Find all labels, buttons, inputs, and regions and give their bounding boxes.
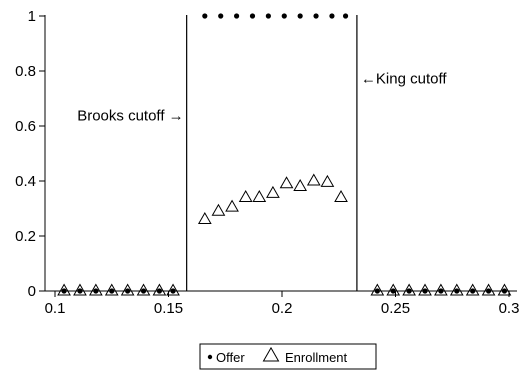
x-tick-label: 0.3 xyxy=(499,300,520,317)
enrollment-point xyxy=(266,185,280,198)
enrollment-point xyxy=(386,283,401,296)
enrollment-point xyxy=(197,212,212,224)
enrollment-point xyxy=(402,283,416,296)
enrollment-point xyxy=(104,283,119,296)
enrollment-point xyxy=(306,173,321,186)
offer-point xyxy=(297,13,303,19)
enrollment-point xyxy=(293,179,308,191)
enrollment-point xyxy=(225,199,239,212)
cutoff-label-brooks: Brooks cutoff → xyxy=(77,108,183,125)
axes: 0 0.2 0.4 0.6 0.8 1 0.1 0.15 0.2 0.25 0.3 xyxy=(15,8,519,317)
offer-point xyxy=(342,13,349,19)
y-tick-label: 1 xyxy=(28,8,36,25)
enrollment-point xyxy=(136,283,151,296)
offer-series xyxy=(61,13,508,294)
enrollment-point xyxy=(73,283,87,296)
enrollment-point xyxy=(238,190,253,202)
offer-point xyxy=(265,13,271,19)
x-tick-label: 0.2 xyxy=(272,300,293,317)
offer-point xyxy=(234,13,240,19)
enrollment-point xyxy=(120,283,135,296)
offer-point xyxy=(329,13,335,19)
enrollment-point xyxy=(465,283,480,296)
offer-point xyxy=(249,13,256,19)
enrollment-point xyxy=(88,283,103,296)
offer-point xyxy=(281,13,287,19)
y-tick-label: 0.6 xyxy=(15,118,36,135)
cutoff-lines: Brooks cutoff → ←King cutoff xyxy=(77,15,447,291)
enrollment-point xyxy=(166,283,180,296)
enrollment-point xyxy=(320,174,335,187)
cutoff-label-king: ←King cutoff xyxy=(361,70,447,87)
enrollment-point xyxy=(152,283,167,296)
offer-point xyxy=(313,13,319,19)
x-tick-label: 0.25 xyxy=(381,300,410,317)
offer-point xyxy=(202,13,208,19)
y-tick-label: 0.4 xyxy=(15,173,36,190)
enrollment-point xyxy=(211,203,226,216)
enrollment-point xyxy=(497,283,512,296)
y-tick-label: 0.2 xyxy=(15,228,36,245)
enrollment-point xyxy=(434,283,448,296)
enrollment-point xyxy=(57,283,71,296)
y-tick-label: 0 xyxy=(28,283,36,300)
x-tick-label: 0.15 xyxy=(154,300,183,317)
enrollment-point xyxy=(252,190,267,202)
legend-enrollment-marker xyxy=(262,346,280,362)
enrollment-series xyxy=(57,173,512,296)
enrollment-point xyxy=(418,283,432,296)
y-tick-label: 0.8 xyxy=(15,63,36,80)
enrollment-point xyxy=(370,283,385,296)
enrollment-point xyxy=(279,176,294,189)
legend-box xyxy=(199,343,377,370)
legend-offer-marker xyxy=(207,354,213,360)
x-tick-label: 0.1 xyxy=(45,300,66,317)
enrollment-point xyxy=(449,283,464,296)
offer-point xyxy=(218,13,224,19)
enrollment-point xyxy=(334,190,348,202)
enrollment-point xyxy=(481,283,496,296)
legend-enrollment-label: Enrollment xyxy=(285,350,348,365)
legend-offer-label: Offer xyxy=(216,350,245,365)
legend: Offer Enrollment xyxy=(199,343,377,370)
